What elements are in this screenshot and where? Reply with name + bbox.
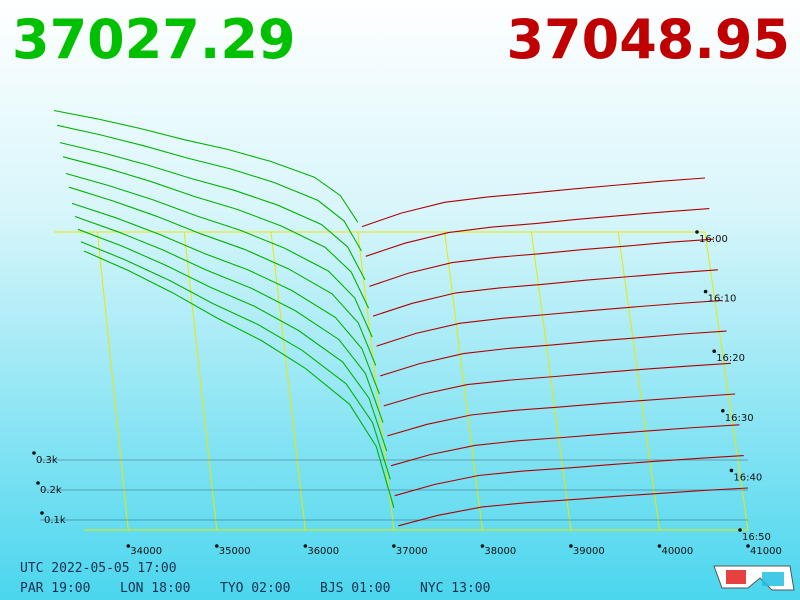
time-tick-mark: [703, 289, 708, 294]
x-tick-label: 34000: [130, 546, 162, 557]
y-tick-label: 0.1k: [44, 515, 66, 526]
time-tick-mark: [729, 468, 734, 473]
time-tick-label: 16:10: [708, 294, 737, 305]
x-tick-mark: [480, 544, 485, 548]
time-tick-label: 16:00: [699, 234, 728, 245]
x-grid-line: [96, 231, 129, 531]
time-tick-mark: [738, 528, 742, 532]
x-tick-label: 39000: [573, 546, 605, 557]
time-tick-label: 16:30: [725, 413, 754, 424]
x-grid-line: [183, 231, 218, 531]
bid-depth-line: [77, 228, 388, 452]
y-tick-mark: [32, 451, 36, 455]
ask-depth-line: [369, 238, 714, 287]
ask-depth-line: [380, 330, 727, 377]
x-tick-label: 38000: [484, 546, 516, 557]
x-tick-mark: [215, 544, 219, 548]
bid-depth-line: [65, 172, 373, 338]
y-tick-mark: [40, 511, 44, 515]
bid-depth-line: [74, 215, 384, 423]
zone-time: PAR 19:00: [20, 581, 90, 596]
x-grid-line: [704, 231, 749, 531]
x-grid-line: [270, 231, 306, 531]
x-tick-label: 40000: [661, 546, 693, 557]
bid-depth-line: [53, 109, 359, 223]
zone-time: BJS 01:00: [320, 581, 390, 596]
ask-depth-line: [361, 177, 706, 228]
x-tick-label: 35000: [219, 546, 251, 557]
ask-depth-line: [394, 455, 744, 497]
zones: PAR 19:00 LON 18:00 TYO 02:00 BJS 01:00 NYC …: [20, 581, 490, 596]
time-tick-mark: [695, 230, 699, 234]
time-tick-label: 16:20: [716, 353, 745, 364]
x-grid-line: [617, 231, 660, 531]
ask-price: 37048.95: [506, 8, 790, 71]
utc-time: UTC 2022-05-05 17:00: [20, 561, 177, 576]
3d-glasses-icon: [713, 565, 795, 591]
x-tick-label: 41000: [750, 546, 782, 557]
x-tick-label: 37000: [396, 546, 428, 557]
ask-depth-line: [376, 299, 723, 347]
x-grid-line: [530, 231, 572, 531]
x-tick-mark: [746, 544, 750, 548]
ask-depth-line: [383, 362, 731, 407]
bid-depth-line: [68, 186, 377, 366]
x-grid-line: [357, 231, 395, 531]
x-tick-label: 36000: [307, 546, 339, 557]
time-tick-mark: [712, 349, 716, 354]
ask-depth-line: [398, 487, 749, 527]
x-tick-mark: [126, 544, 131, 548]
bid-depth-line: [71, 202, 380, 395]
time-tick-label: 16:50: [742, 532, 771, 543]
bid-depth-line: [56, 124, 362, 252]
zone-time: LON 18:00: [120, 581, 190, 596]
x-tick-mark: [657, 544, 662, 548]
x-tick-mark: [569, 544, 573, 548]
time-tick-mark: [721, 409, 725, 413]
y-tick-label: 0.3k: [36, 455, 58, 466]
ask-depth-line: [372, 269, 718, 317]
y-tick-mark: [36, 481, 40, 485]
bid-depth-line: [59, 142, 366, 280]
time-tick-label: 16:40: [733, 472, 762, 483]
ask-depth-line: [365, 208, 710, 257]
y-tick-label: 0.2k: [40, 485, 62, 496]
bid-price: 37027.29: [12, 8, 296, 71]
bid-depth-line: [62, 156, 370, 309]
ask-depth-line: [390, 424, 740, 467]
plot: 34000 35000 36000 37000 38000 39000 40000 41000…: [32, 109, 782, 557]
bid-depth-line: [83, 250, 395, 508]
x-tick-mark: [303, 544, 308, 548]
x-grid-line: [444, 231, 483, 531]
x-tick-mark: [392, 544, 396, 548]
zone-time: NYC 13:00: [420, 581, 490, 596]
ask-depth-line: [387, 393, 736, 437]
zone-time: TYO 02:00: [220, 581, 290, 596]
bid-depth-line: [80, 241, 391, 480]
